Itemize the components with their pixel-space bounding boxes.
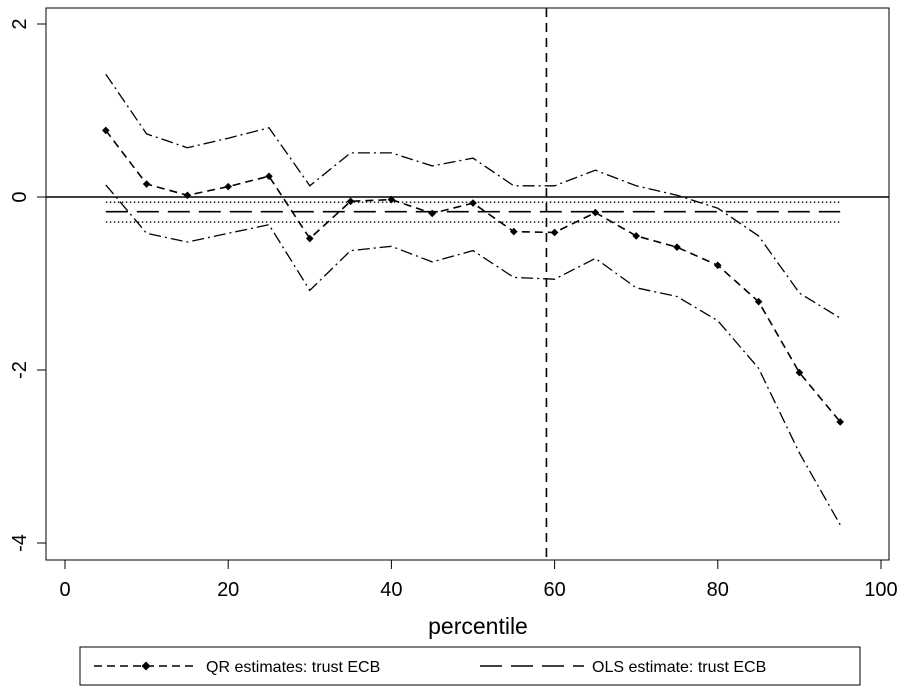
- y-tick-label: -4: [9, 534, 31, 552]
- legend-qr-marker: [141, 661, 151, 671]
- qr-estimate-point: [306, 234, 314, 243]
- qr-estimate-point: [102, 126, 110, 135]
- x-tick-label: 80: [707, 579, 729, 601]
- qr-estimate-line: [105, 129, 841, 423]
- lines-layer: [46, 8, 889, 560]
- x-tick-label: 20: [217, 579, 239, 601]
- points-layer: [102, 126, 844, 426]
- y-axis: -4 -2 0 2: [9, 18, 46, 552]
- x-tick-label: 60: [543, 579, 565, 601]
- legend-qr-label: QR estimates: trust ECB: [206, 659, 380, 676]
- qr-estimate-point: [387, 195, 396, 204]
- legend-ols-label: OLS estimate: trust ECB: [592, 659, 766, 676]
- y-tick-label: 0: [9, 191, 31, 202]
- qr-estimate-point: [510, 227, 518, 236]
- x-tick-label: 0: [59, 579, 70, 601]
- qr-estimate-point: [591, 208, 600, 217]
- qr-estimate-point: [754, 297, 763, 306]
- x-axis-title: percentile: [428, 613, 528, 639]
- plot-frame: [45, 7, 890, 561]
- qr-estimate-point: [265, 172, 273, 181]
- x-axis: 0 20 40 60 80 100: [59, 560, 898, 601]
- qr-estimate-point: [428, 209, 436, 218]
- qr-estimate-point: [795, 368, 804, 377]
- y-tick-label: 2: [9, 18, 31, 29]
- qr-ci-upper-line: [105, 73, 841, 319]
- x-tick-label: 100: [864, 579, 897, 601]
- qr-estimate-point: [346, 197, 355, 206]
- legend-box: [79, 646, 861, 686]
- qr-estimate-point: [550, 228, 559, 237]
- x-tick-label: 40: [380, 579, 402, 601]
- qr-estimate-point: [469, 199, 477, 207]
- qr-estimate-point: [714, 261, 722, 270]
- y-tick-label: -2: [9, 361, 31, 379]
- qr-estimate-point: [142, 180, 151, 188]
- qr-estimate-point: [632, 232, 640, 240]
- qr-estimate-point: [836, 418, 844, 426]
- qr-estimate-point: [224, 182, 232, 191]
- qr-estimate-point: [673, 243, 681, 251]
- legend: QR estimates: trust ECB OLS estimate: tr…: [79, 646, 861, 686]
- qr-estimate-point: [183, 191, 192, 200]
- qr-ci-lower-line: [105, 184, 841, 526]
